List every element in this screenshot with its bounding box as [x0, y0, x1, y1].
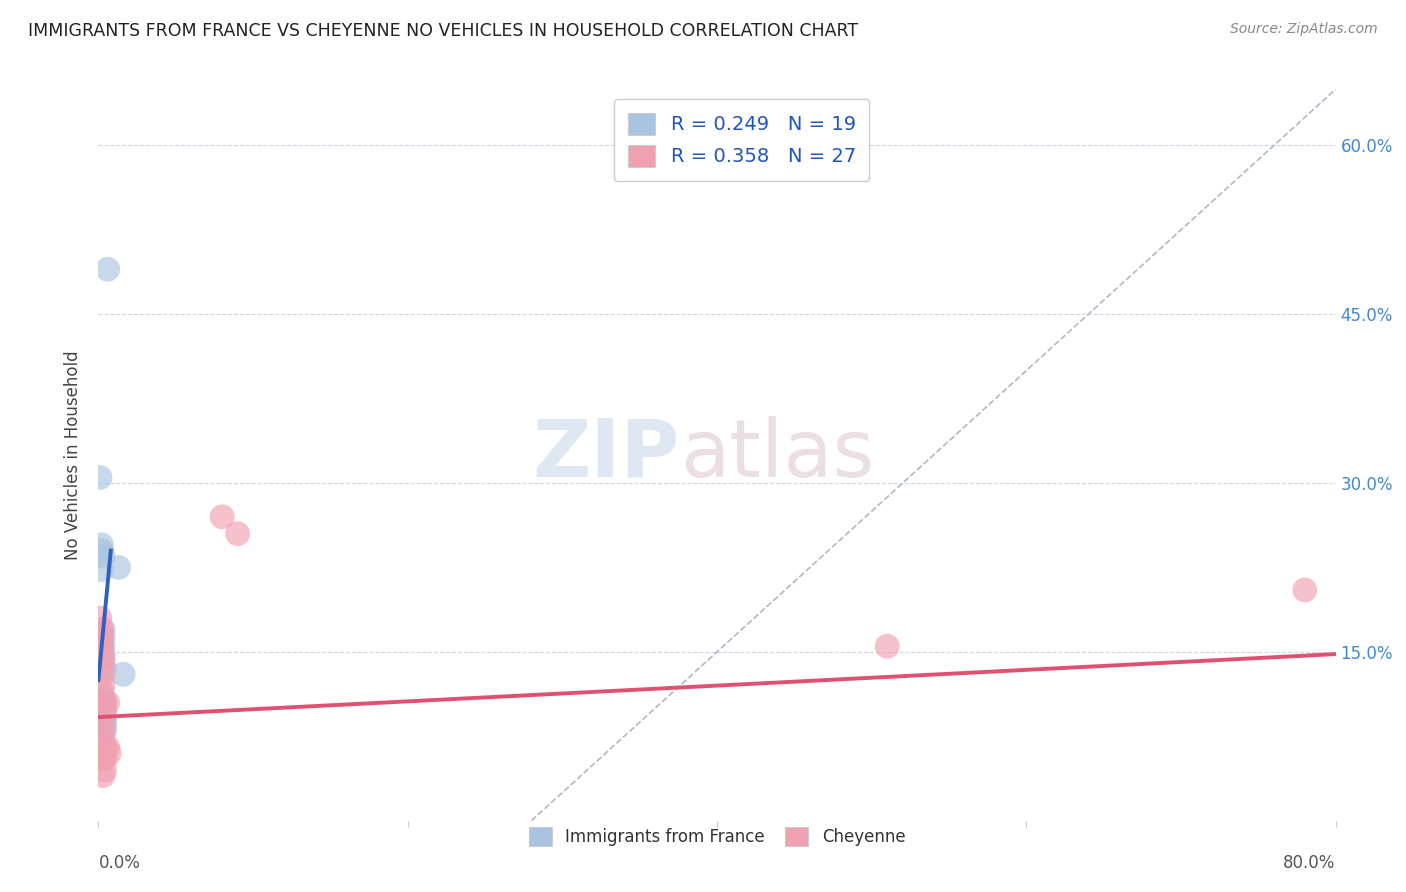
Text: 0.0%: 0.0% [98, 854, 141, 871]
Point [91, 647, 114, 661]
Point [93, 696, 115, 710]
Point [91, 723, 114, 738]
Point [107, 560, 129, 574]
Point [97, 740, 120, 755]
Point [90, 633, 112, 648]
Point [93, 723, 115, 738]
Point [91, 656, 114, 670]
Text: 80.0%: 80.0% [1284, 854, 1336, 871]
Text: Source: ZipAtlas.com: Source: ZipAtlas.com [1230, 22, 1378, 37]
Text: atlas: atlas [681, 416, 875, 494]
Point [93, 718, 115, 732]
Point [90, 628, 112, 642]
Point [91, 650, 114, 665]
Point [93, 712, 115, 726]
Legend: Immigrants from France, Cheyenne: Immigrants from France, Cheyenne [522, 820, 912, 853]
Point [89, 470, 111, 484]
Point [91, 623, 114, 637]
Text: IMMIGRANTS FROM FRANCE VS CHEYENNE NO VEHICLES IN HOUSEHOLD CORRELATION CHART: IMMIGRANTS FROM FRANCE VS CHEYENNE NO VE… [28, 22, 858, 40]
Point [90, 543, 112, 558]
Point [226, 526, 249, 541]
Y-axis label: No Vehicles in Household: No Vehicles in Household [65, 350, 83, 560]
Point [211, 509, 233, 524]
Point [93, 703, 115, 717]
Point [90, 538, 112, 552]
Point [90, 623, 112, 637]
Point [1294, 582, 1316, 597]
Point [91, 690, 114, 704]
Point [91, 732, 114, 747]
Point [97, 696, 120, 710]
Point [98, 746, 121, 760]
Point [93, 752, 115, 766]
Point [93, 740, 115, 755]
Point [90, 639, 112, 653]
Point [89, 611, 111, 625]
Point [91, 639, 114, 653]
Point [93, 696, 115, 710]
Point [90, 684, 112, 698]
Point [876, 639, 898, 653]
Point [90, 563, 112, 577]
Point [91, 667, 114, 681]
Point [112, 667, 135, 681]
Point [91, 679, 114, 693]
Point [93, 662, 115, 676]
Point [91, 769, 114, 783]
Point [91, 630, 114, 644]
Point [97, 262, 120, 277]
Text: ZIP: ZIP [533, 416, 681, 494]
Point [91, 712, 114, 726]
Point [91, 549, 114, 564]
Point [93, 703, 115, 717]
Point [91, 752, 114, 766]
Point [93, 763, 115, 777]
